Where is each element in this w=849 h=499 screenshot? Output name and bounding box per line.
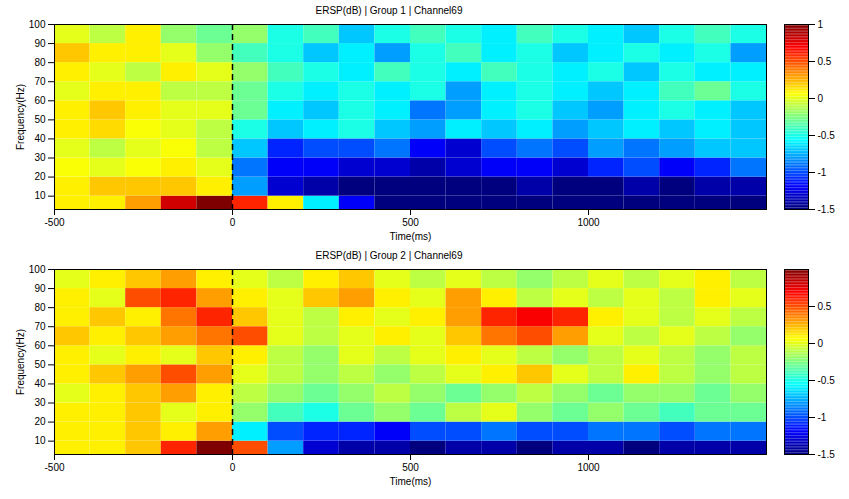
svg-text:0: 0 — [818, 338, 824, 349]
svg-text:500: 500 — [402, 462, 419, 473]
svg-text:90: 90 — [34, 283, 46, 294]
svg-text:-1.5: -1.5 — [818, 204, 836, 215]
svg-text:500: 500 — [402, 217, 419, 228]
svg-text:0: 0 — [230, 217, 236, 228]
svg-text:-500: -500 — [44, 217, 64, 228]
svg-text:10: 10 — [34, 435, 46, 446]
svg-text:80: 80 — [34, 57, 46, 68]
svg-text:0: 0 — [230, 462, 236, 473]
svg-text:0.5: 0.5 — [818, 301, 832, 312]
svg-text:100: 100 — [29, 264, 46, 275]
svg-text:20: 20 — [34, 416, 46, 427]
svg-text:90: 90 — [34, 38, 46, 49]
html-text:ERSP(dB) | Group 1 | Channel69: ERSP(dB) | Group 1 | Channel69 — [315, 5, 463, 16]
svg-text:0: 0 — [818, 93, 824, 104]
svg-text:70: 70 — [34, 76, 46, 87]
svg-text:Frequency(Hz): Frequency(Hz) — [15, 329, 26, 395]
svg-text:80: 80 — [34, 302, 46, 313]
svg-text:30: 30 — [34, 397, 46, 408]
svg-text:Time(ms): Time(ms) — [390, 231, 432, 242]
svg-text:Time(ms): Time(ms) — [390, 476, 432, 487]
svg-text:70: 70 — [34, 321, 46, 332]
svg-text:40: 40 — [34, 133, 46, 144]
svg-text:60: 60 — [34, 95, 46, 106]
svg-text:40: 40 — [34, 378, 46, 389]
svg-text:10: 10 — [34, 190, 46, 201]
svg-text:Frequency(Hz): Frequency(Hz) — [15, 84, 26, 150]
svg-text:60: 60 — [34, 340, 46, 351]
svg-text:100: 100 — [29, 19, 46, 30]
svg-text:-1: -1 — [818, 167, 827, 178]
svg-text:1000: 1000 — [577, 462, 600, 473]
svg-text:50: 50 — [34, 359, 46, 370]
svg-text:-1.5: -1.5 — [818, 449, 836, 460]
svg-text:20: 20 — [34, 171, 46, 182]
svg-text:30: 30 — [34, 152, 46, 163]
svg-text:1000: 1000 — [577, 217, 600, 228]
svg-text:-1: -1 — [818, 412, 827, 423]
svg-text:0.5: 0.5 — [818, 56, 832, 67]
html-text:ERSP(dB) | Group 2 | Channel69: ERSP(dB) | Group 2 | Channel69 — [315, 250, 463, 261]
svg-text:-0.5: -0.5 — [818, 130, 836, 141]
svg-text:50: 50 — [34, 114, 46, 125]
svg-text:1: 1 — [818, 19, 824, 30]
svg-text:-500: -500 — [44, 462, 64, 473]
svg-text:-0.5: -0.5 — [818, 375, 836, 386]
